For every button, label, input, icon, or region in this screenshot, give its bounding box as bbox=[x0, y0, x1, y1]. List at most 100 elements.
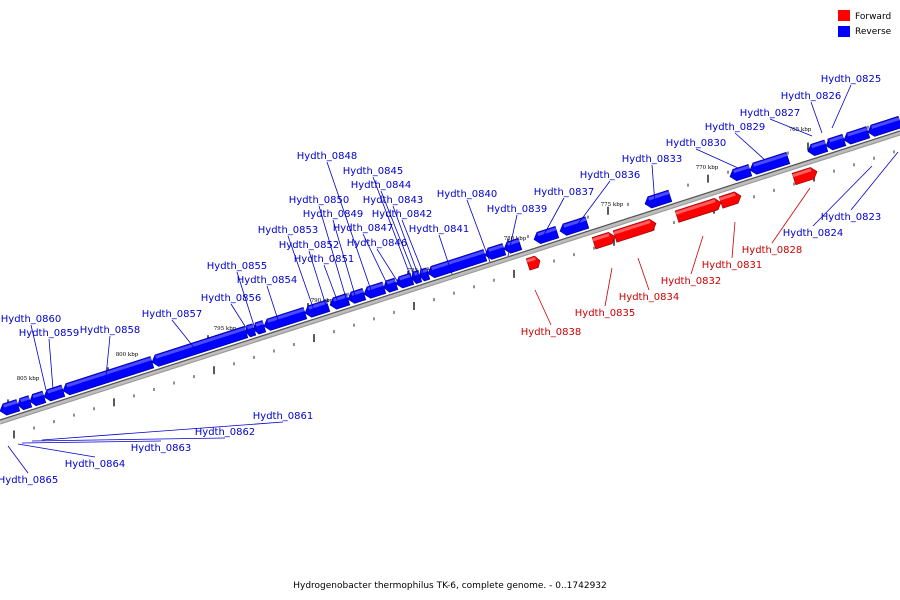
gene-label[interactable]: Hydth_0859 bbox=[19, 328, 80, 339]
gene-label[interactable]: Hydth_0865 bbox=[0, 475, 58, 486]
reverse-gene[interactable] bbox=[394, 272, 415, 290]
gene-label[interactable]: Hydth_0863 bbox=[131, 443, 192, 454]
legend-label-forward: Forward bbox=[855, 12, 891, 22]
reverse-gene[interactable] bbox=[866, 115, 900, 138]
gene-label[interactable]: Hydth_0851 bbox=[294, 254, 355, 265]
leader-line bbox=[31, 437, 226, 442]
leader-line bbox=[401, 219, 426, 279]
leader-line bbox=[831, 84, 852, 129]
gene-label[interactable]: Hydth_0836 bbox=[580, 170, 641, 181]
gene-label[interactable]: Hydth_0825 bbox=[821, 74, 882, 85]
gene-label[interactable]: Hydth_0861 bbox=[253, 411, 314, 422]
leader-line bbox=[507, 214, 518, 257]
forward-gene[interactable] bbox=[791, 166, 819, 186]
gene-label[interactable]: Hydth_0855 bbox=[207, 261, 268, 272]
reverse-gene[interactable] bbox=[0, 399, 21, 417]
gene-label[interactable]: Hydth_0838 bbox=[521, 327, 582, 338]
leader-line bbox=[376, 248, 402, 288]
leader-line bbox=[41, 421, 284, 441]
reverse-gene[interactable] bbox=[362, 281, 387, 300]
gene-label[interactable]: Hydth_0844 bbox=[351, 180, 412, 191]
reverse-gene[interactable] bbox=[842, 126, 871, 146]
leader-line bbox=[362, 233, 391, 291]
gene-label[interactable]: Hydth_0857 bbox=[142, 309, 203, 320]
forward-gene[interactable] bbox=[612, 218, 658, 243]
gene-label[interactable]: Hydth_0834 bbox=[619, 292, 680, 303]
leader-line bbox=[7, 445, 29, 474]
gene-label[interactable]: Hydth_0823 bbox=[821, 212, 882, 223]
forward-gene[interactable] bbox=[718, 190, 743, 209]
genome-caption: Hydrogenobacter thermophilus TK-6, compl… bbox=[293, 581, 607, 591]
reverse-gene[interactable] bbox=[532, 226, 560, 245]
leader-line bbox=[651, 164, 656, 205]
gene-label[interactable]: Hydth_0826 bbox=[781, 91, 842, 102]
gene-label[interactable]: Hydth_0840 bbox=[437, 189, 498, 200]
legend-swatch-forward bbox=[838, 10, 850, 21]
reverse-gene[interactable] bbox=[346, 288, 367, 305]
forward-strand-genes bbox=[525, 166, 819, 271]
gene-label[interactable]: Hydth_0830 bbox=[666, 138, 727, 149]
reverse-gene[interactable] bbox=[382, 277, 399, 293]
leader-line bbox=[287, 235, 317, 317]
reverse-gene[interactable] bbox=[824, 133, 847, 151]
gene-label[interactable]: Hydth_0862 bbox=[195, 427, 256, 438]
gene-label[interactable]: Hydth_0848 bbox=[297, 151, 358, 162]
leader-line bbox=[534, 289, 552, 326]
gene-label[interactable]: Hydth_0864 bbox=[65, 459, 126, 470]
gene-label[interactable]: Hydth_0845 bbox=[343, 166, 404, 177]
gene-label[interactable]: Hydth_0856 bbox=[201, 293, 262, 304]
reverse-gene[interactable] bbox=[643, 189, 673, 209]
gene-label[interactable]: Hydth_0849 bbox=[303, 209, 364, 220]
forward-gene[interactable] bbox=[674, 197, 723, 223]
leader-line bbox=[380, 190, 418, 283]
gene-label[interactable]: Hydth_0841 bbox=[409, 224, 470, 235]
reverse-gene[interactable] bbox=[252, 320, 267, 336]
gene-label[interactable]: Hydth_0852 bbox=[279, 240, 340, 251]
gene-label[interactable]: Hydth_0846 bbox=[347, 238, 408, 249]
reverse-gene[interactable] bbox=[483, 243, 507, 261]
leader-line bbox=[21, 440, 162, 444]
leader-line bbox=[466, 199, 491, 263]
reverse-gene[interactable] bbox=[61, 356, 155, 396]
gene-label[interactable]: Hydth_0858 bbox=[80, 325, 141, 336]
leader-line bbox=[812, 165, 873, 227]
forward-gene[interactable] bbox=[591, 231, 617, 250]
gene-label[interactable]: Hydth_0843 bbox=[363, 195, 424, 206]
gene-label[interactable]: Hydth_0828 bbox=[742, 245, 803, 256]
reverse-gene[interactable] bbox=[748, 151, 791, 176]
reverse-gene[interactable] bbox=[262, 306, 308, 332]
gene-label[interactable]: Hydth_0847 bbox=[333, 223, 394, 234]
gene-label[interactable]: Hydth_0824 bbox=[783, 228, 844, 239]
reverse-gene[interactable] bbox=[42, 384, 66, 403]
gene-label[interactable]: Hydth_0835 bbox=[575, 308, 636, 319]
gene-label[interactable]: Hydth_0853 bbox=[258, 225, 319, 236]
gene-label[interactable]: Hydth_0839 bbox=[487, 204, 548, 215]
gene-label[interactable]: Hydth_0831 bbox=[702, 260, 763, 271]
reverse-gene[interactable] bbox=[244, 323, 257, 338]
gene-label[interactable]: Hydth_0827 bbox=[740, 108, 801, 119]
gene-label[interactable]: Hydth_0860 bbox=[1, 314, 62, 325]
tick-label: 800 kbp bbox=[116, 352, 139, 358]
gene-label[interactable]: Hydth_0837 bbox=[534, 187, 595, 198]
gene-label[interactable]: Hydth_0854 bbox=[237, 275, 298, 286]
tick-label: 805 kbp bbox=[17, 376, 40, 382]
leader-line bbox=[438, 234, 453, 275]
gene-label[interactable]: Hydth_0832 bbox=[661, 276, 722, 287]
leader-line bbox=[690, 235, 704, 275]
gene-label[interactable]: Hydth_0850 bbox=[289, 195, 350, 206]
reverse-gene[interactable] bbox=[16, 395, 33, 411]
forward-gene[interactable] bbox=[525, 255, 542, 271]
reverse-gene[interactable] bbox=[28, 390, 47, 407]
reverse-gene[interactable] bbox=[806, 139, 829, 157]
reverse-gene[interactable] bbox=[426, 249, 488, 280]
leader-line bbox=[318, 205, 349, 306]
gene-label[interactable]: Hydth_0833 bbox=[622, 154, 683, 165]
reverse-gene[interactable] bbox=[728, 164, 753, 182]
leader-line bbox=[332, 219, 358, 303]
gene-label[interactable]: Hydth_0829 bbox=[705, 122, 766, 133]
gene-label[interactable]: Hydth_0842 bbox=[372, 209, 433, 220]
legend-swatch-reverse bbox=[838, 26, 850, 37]
leader-line bbox=[769, 118, 813, 137]
reverse-gene[interactable] bbox=[150, 325, 249, 368]
